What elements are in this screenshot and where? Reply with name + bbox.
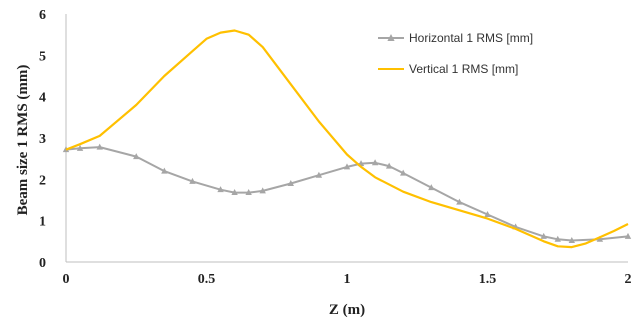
horizontal-data-point bbox=[400, 169, 407, 176]
horizontal-data-point bbox=[554, 235, 561, 242]
horizontal-data-point bbox=[315, 171, 323, 178]
horizontal-data-point bbox=[96, 143, 103, 150]
horizontal-data-point bbox=[596, 235, 604, 242]
series-layer bbox=[62, 29, 632, 249]
y-tick-label: 3 bbox=[39, 132, 46, 147]
y-tick-label: 6 bbox=[39, 8, 46, 23]
y-tick-label: 4 bbox=[39, 91, 46, 106]
horizontal-data-point bbox=[624, 232, 632, 239]
horizontal-data-point bbox=[385, 162, 393, 169]
y-tick-label: 0 bbox=[39, 256, 46, 271]
legend-marker bbox=[387, 34, 395, 41]
legend: Horizontal 1 RMS [mm] Vertical 1 RMS [mm] bbox=[378, 31, 533, 76]
x-tick-label: 1 bbox=[344, 272, 351, 287]
series-line-vertical bbox=[65, 29, 629, 249]
horizontal-data-point bbox=[371, 159, 379, 166]
horizontal-data-point bbox=[428, 184, 435, 191]
y-tick-labels: 0 1 2 3 4 5 6 bbox=[39, 8, 46, 271]
x-axis-title: Z (m) bbox=[329, 302, 365, 318]
series-line-horizontal bbox=[65, 146, 629, 242]
horizontal-data-point bbox=[217, 186, 224, 193]
y-tick-label: 2 bbox=[39, 173, 46, 188]
y-tick-label: 5 bbox=[39, 49, 46, 64]
horizontal-data-point bbox=[568, 237, 575, 244]
x-tick-label: 2 bbox=[625, 272, 632, 287]
y-axis-title: Beam size 1 RMS (mm) bbox=[15, 65, 31, 216]
x-tick-label: 0.5 bbox=[198, 272, 216, 287]
horizontal-data-point bbox=[133, 153, 140, 160]
horizontal-data-point bbox=[456, 198, 463, 205]
legend-label-vertical: Vertical 1 RMS [mm] bbox=[409, 62, 518, 76]
horizontal-data-point bbox=[343, 163, 351, 170]
x-tick-label: 1.5 bbox=[479, 272, 497, 287]
horizontal-data-point bbox=[259, 187, 266, 194]
y-tick-label: 1 bbox=[39, 215, 46, 230]
horizontal-data-point bbox=[484, 210, 491, 217]
x-tick-labels: 0 0.5 1 1.5 2 bbox=[63, 272, 632, 287]
horizontal-data-point bbox=[161, 167, 168, 174]
horizontal-data-point bbox=[287, 179, 294, 186]
x-tick-label: 0 bbox=[63, 272, 70, 287]
horizontal-data-point bbox=[245, 189, 252, 196]
horizontal-data-point bbox=[76, 144, 84, 151]
horizontal-data-point bbox=[540, 232, 547, 239]
horizontal-data-point bbox=[231, 189, 238, 196]
plot-axes bbox=[65, 14, 628, 263]
legend-label-horizontal: Horizontal 1 RMS [mm] bbox=[409, 31, 533, 45]
horizontal-data-point bbox=[189, 177, 196, 184]
